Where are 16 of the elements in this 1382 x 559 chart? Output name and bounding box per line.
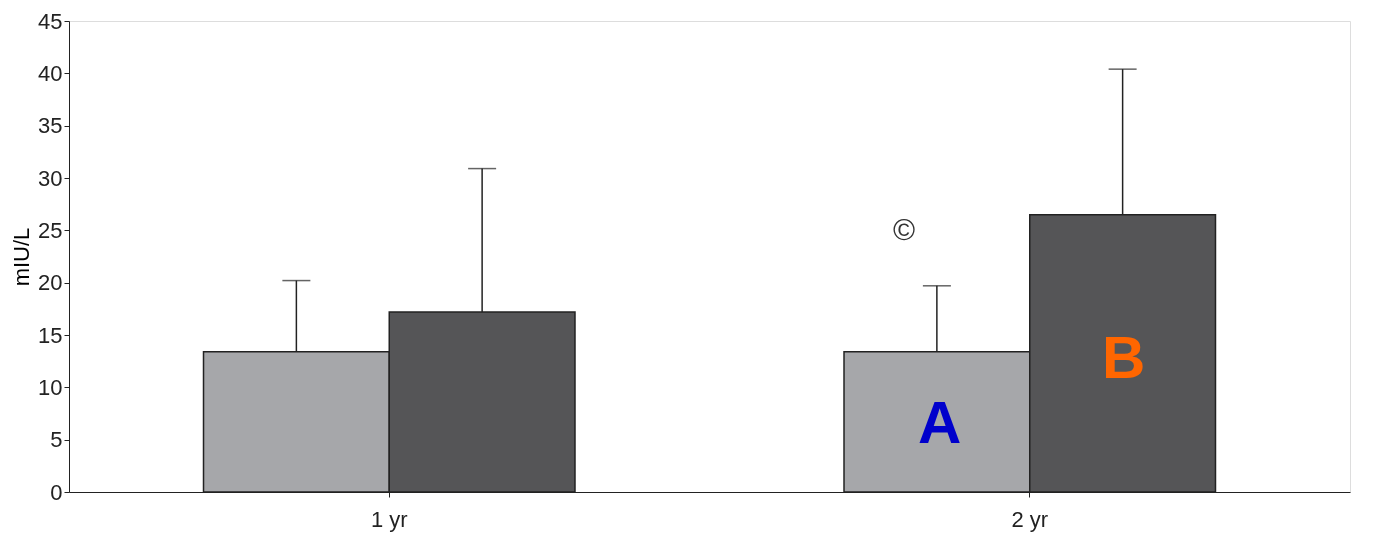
y-tick-label: 35 [38,113,63,139]
x-tick-label: 2 yr [1011,506,1049,532]
y-axis-title: mIU/L [9,227,35,287]
x-tick-label: 1 yr [370,506,408,532]
annotation: A [918,389,962,457]
y-tick-label: 30 [38,165,63,191]
y-tick-label: 5 [50,427,63,453]
y-tick-label: 0 [50,479,63,505]
y-tick-label: 20 [38,270,63,296]
y-tick-label: 45 [38,8,63,34]
annotation: © [892,213,916,246]
annotation: B [1102,324,1146,392]
y-tick-label: 25 [38,217,63,243]
y-tick-label: 15 [38,322,63,348]
y-tick-label: 10 [38,374,63,400]
y-tick-label: 40 [38,60,63,86]
